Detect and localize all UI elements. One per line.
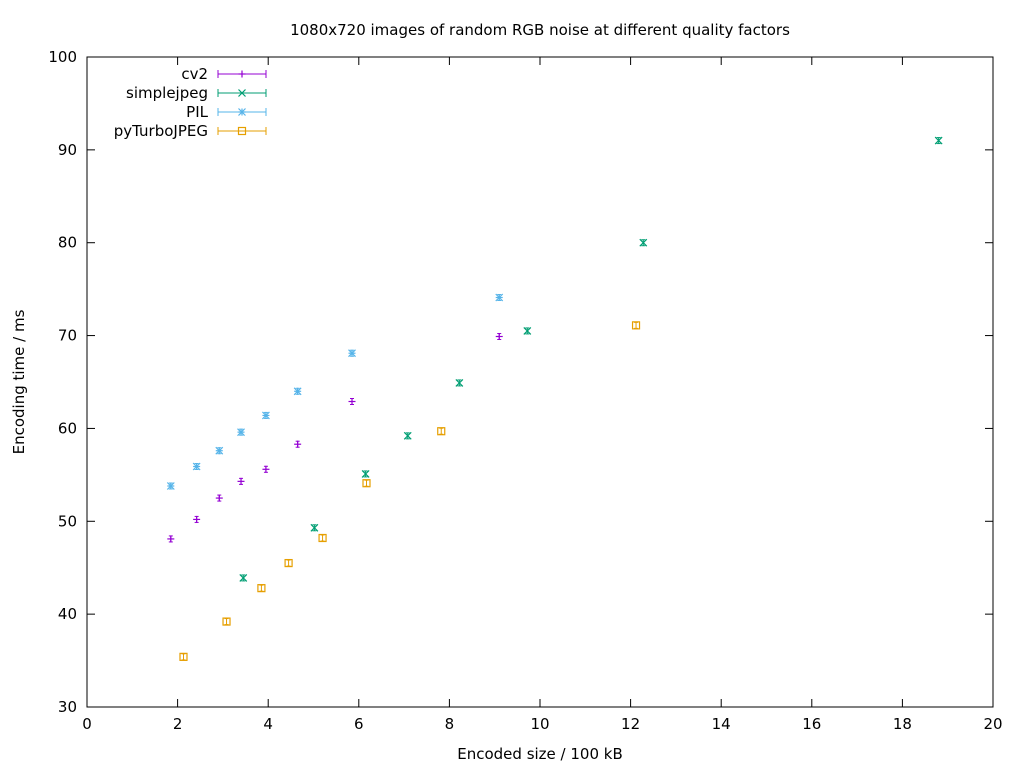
legend-entry-cv2: cv2 — [181, 65, 267, 83]
y-tick-label: 70 — [58, 327, 77, 345]
data-point-pil — [348, 349, 356, 358]
data-point-cv2 — [237, 477, 245, 485]
legend-entry-pyturbojpeg: pyTurboJPEG — [114, 122, 267, 140]
x-tick-label: 12 — [621, 715, 640, 733]
data-point-simplejpeg — [523, 327, 532, 335]
data-point-pil — [192, 462, 201, 471]
data-point-pyturbojpeg — [631, 321, 641, 330]
data-point-pil — [293, 387, 302, 396]
y-tick-label: 40 — [58, 605, 77, 623]
chart-title: 1080x720 images of random RGB noise at d… — [290, 21, 790, 39]
data-point-cv2 — [348, 398, 356, 405]
data-point-simplejpeg — [403, 431, 412, 440]
data-marks — [166, 136, 943, 661]
data-point-simplejpeg — [934, 136, 943, 145]
data-point-cv2 — [215, 494, 223, 502]
y-tick-label: 90 — [58, 141, 77, 159]
legend-entry-pil: PIL — [186, 103, 267, 121]
data-point-pyturbojpeg — [179, 652, 188, 661]
data-point-pil — [262, 411, 270, 420]
data-point-simplejpeg — [639, 238, 648, 247]
x-tick-label: 20 — [983, 715, 1002, 733]
y-tick-label: 50 — [58, 512, 77, 530]
data-point-pyturbojpeg — [257, 584, 266, 593]
data-point-pil — [215, 446, 224, 455]
data-point-cv2 — [495, 333, 503, 340]
legend-label: pyTurboJPEG — [114, 122, 208, 140]
x-tick-label: 6 — [354, 715, 364, 733]
data-point-pyturbojpeg — [284, 558, 293, 568]
y-tick-label: 60 — [58, 419, 77, 437]
y-tick-label: 80 — [58, 234, 77, 252]
data-point-simplejpeg — [310, 523, 319, 532]
data-point-cv2 — [193, 515, 201, 523]
data-point-pyturbojpeg — [362, 479, 371, 488]
data-point-pyturbojpeg — [222, 617, 231, 626]
legend-entry-simplejpeg: simplejpeg — [126, 84, 267, 102]
data-point-pil — [495, 293, 504, 302]
data-point-pyturbojpeg — [318, 533, 327, 543]
legend-label: PIL — [186, 103, 208, 121]
data-point-pil — [166, 482, 175, 490]
data-point-pyturbojpeg — [437, 427, 446, 436]
data-point-simplejpeg — [239, 574, 248, 582]
legend-swatch — [217, 126, 267, 136]
x-tick-label: 10 — [530, 715, 549, 733]
x-tick-label: 4 — [263, 715, 273, 733]
legend-swatch — [217, 108, 267, 116]
data-point-cv2 — [262, 465, 270, 473]
legend-swatch — [217, 89, 267, 97]
x-tick-label: 8 — [445, 715, 455, 733]
data-point-simplejpeg — [455, 379, 464, 387]
x-tick-label: 0 — [82, 715, 92, 733]
x-tick-label: 2 — [173, 715, 183, 733]
axis-ticks: 0 2 4 6 8 10 12 14 16 18 20 30 40 50 60 70 80 90 100 — [48, 48, 1002, 733]
data-point-cv2 — [294, 440, 302, 448]
legend-label: simplejpeg — [126, 84, 208, 102]
y-tick-label: 30 — [58, 698, 77, 716]
x-axis-label: Encoded size / 100 kB — [457, 745, 623, 763]
x-tick-label: 16 — [802, 715, 821, 733]
y-axis-label: Encoding time / ms — [10, 309, 28, 454]
y-tick-label: 100 — [48, 48, 77, 66]
legend-label: cv2 — [181, 65, 208, 83]
x-tick-label: 18 — [893, 715, 912, 733]
x-tick-label: 14 — [712, 715, 731, 733]
legend-swatch — [217, 70, 267, 78]
data-point-simplejpeg — [361, 470, 370, 478]
data-point-pil — [237, 428, 245, 437]
data-point-cv2 — [167, 535, 175, 543]
plot-frame — [86, 56, 994, 708]
